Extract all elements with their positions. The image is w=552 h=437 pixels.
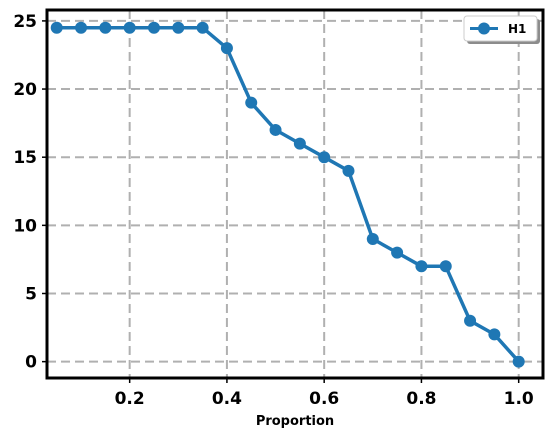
y-tick-label: 10 — [13, 216, 37, 236]
x-tick-label: 0.4 — [212, 389, 242, 409]
series-layer — [50, 21, 525, 368]
data-point — [464, 314, 477, 327]
data-point — [318, 151, 331, 164]
data-point — [391, 246, 404, 259]
data-point — [50, 21, 63, 34]
data-point — [123, 21, 136, 34]
plot-frame — [45, 8, 545, 380]
y-tick-label: 15 — [13, 148, 37, 168]
legend-label: H1 — [508, 22, 526, 36]
data-point — [196, 21, 209, 34]
data-point — [172, 21, 185, 34]
series-line — [56, 25, 521, 363]
data-point — [99, 21, 112, 34]
y-tick-label: 0 — [25, 353, 37, 373]
data-point — [220, 42, 233, 55]
data-point — [147, 21, 160, 34]
x-tick-label: 0.8 — [406, 389, 436, 409]
data-point — [75, 21, 88, 34]
x-axis-title: Proportion — [256, 414, 334, 429]
x-tick-label: 0.2 — [115, 389, 145, 409]
x-tick-label: 0.6 — [309, 389, 339, 409]
data-point — [269, 123, 282, 136]
data-point — [342, 164, 355, 177]
data-point — [366, 232, 379, 245]
grid-lines — [47, 10, 543, 378]
y-tick-label: 25 — [13, 12, 37, 32]
data-point — [415, 260, 428, 273]
y-tick-label: 20 — [13, 80, 37, 100]
legend-marker — [478, 22, 490, 35]
data-point — [488, 328, 501, 341]
x-axis-ticks: 0.2 0.4 0.6 0.8 1.0 — [115, 378, 534, 409]
legend-box — [463, 15, 538, 42]
data-point — [293, 137, 306, 150]
legend: H1 — [463, 15, 540, 44]
y-axis-ticks: 0 5 10 15 20 25 — [13, 12, 47, 373]
data-point — [512, 355, 525, 368]
data-point — [439, 260, 452, 273]
x-tick-label: 1.0 — [504, 389, 534, 409]
data-point — [245, 96, 258, 109]
y-tick-label: 5 — [25, 284, 37, 304]
